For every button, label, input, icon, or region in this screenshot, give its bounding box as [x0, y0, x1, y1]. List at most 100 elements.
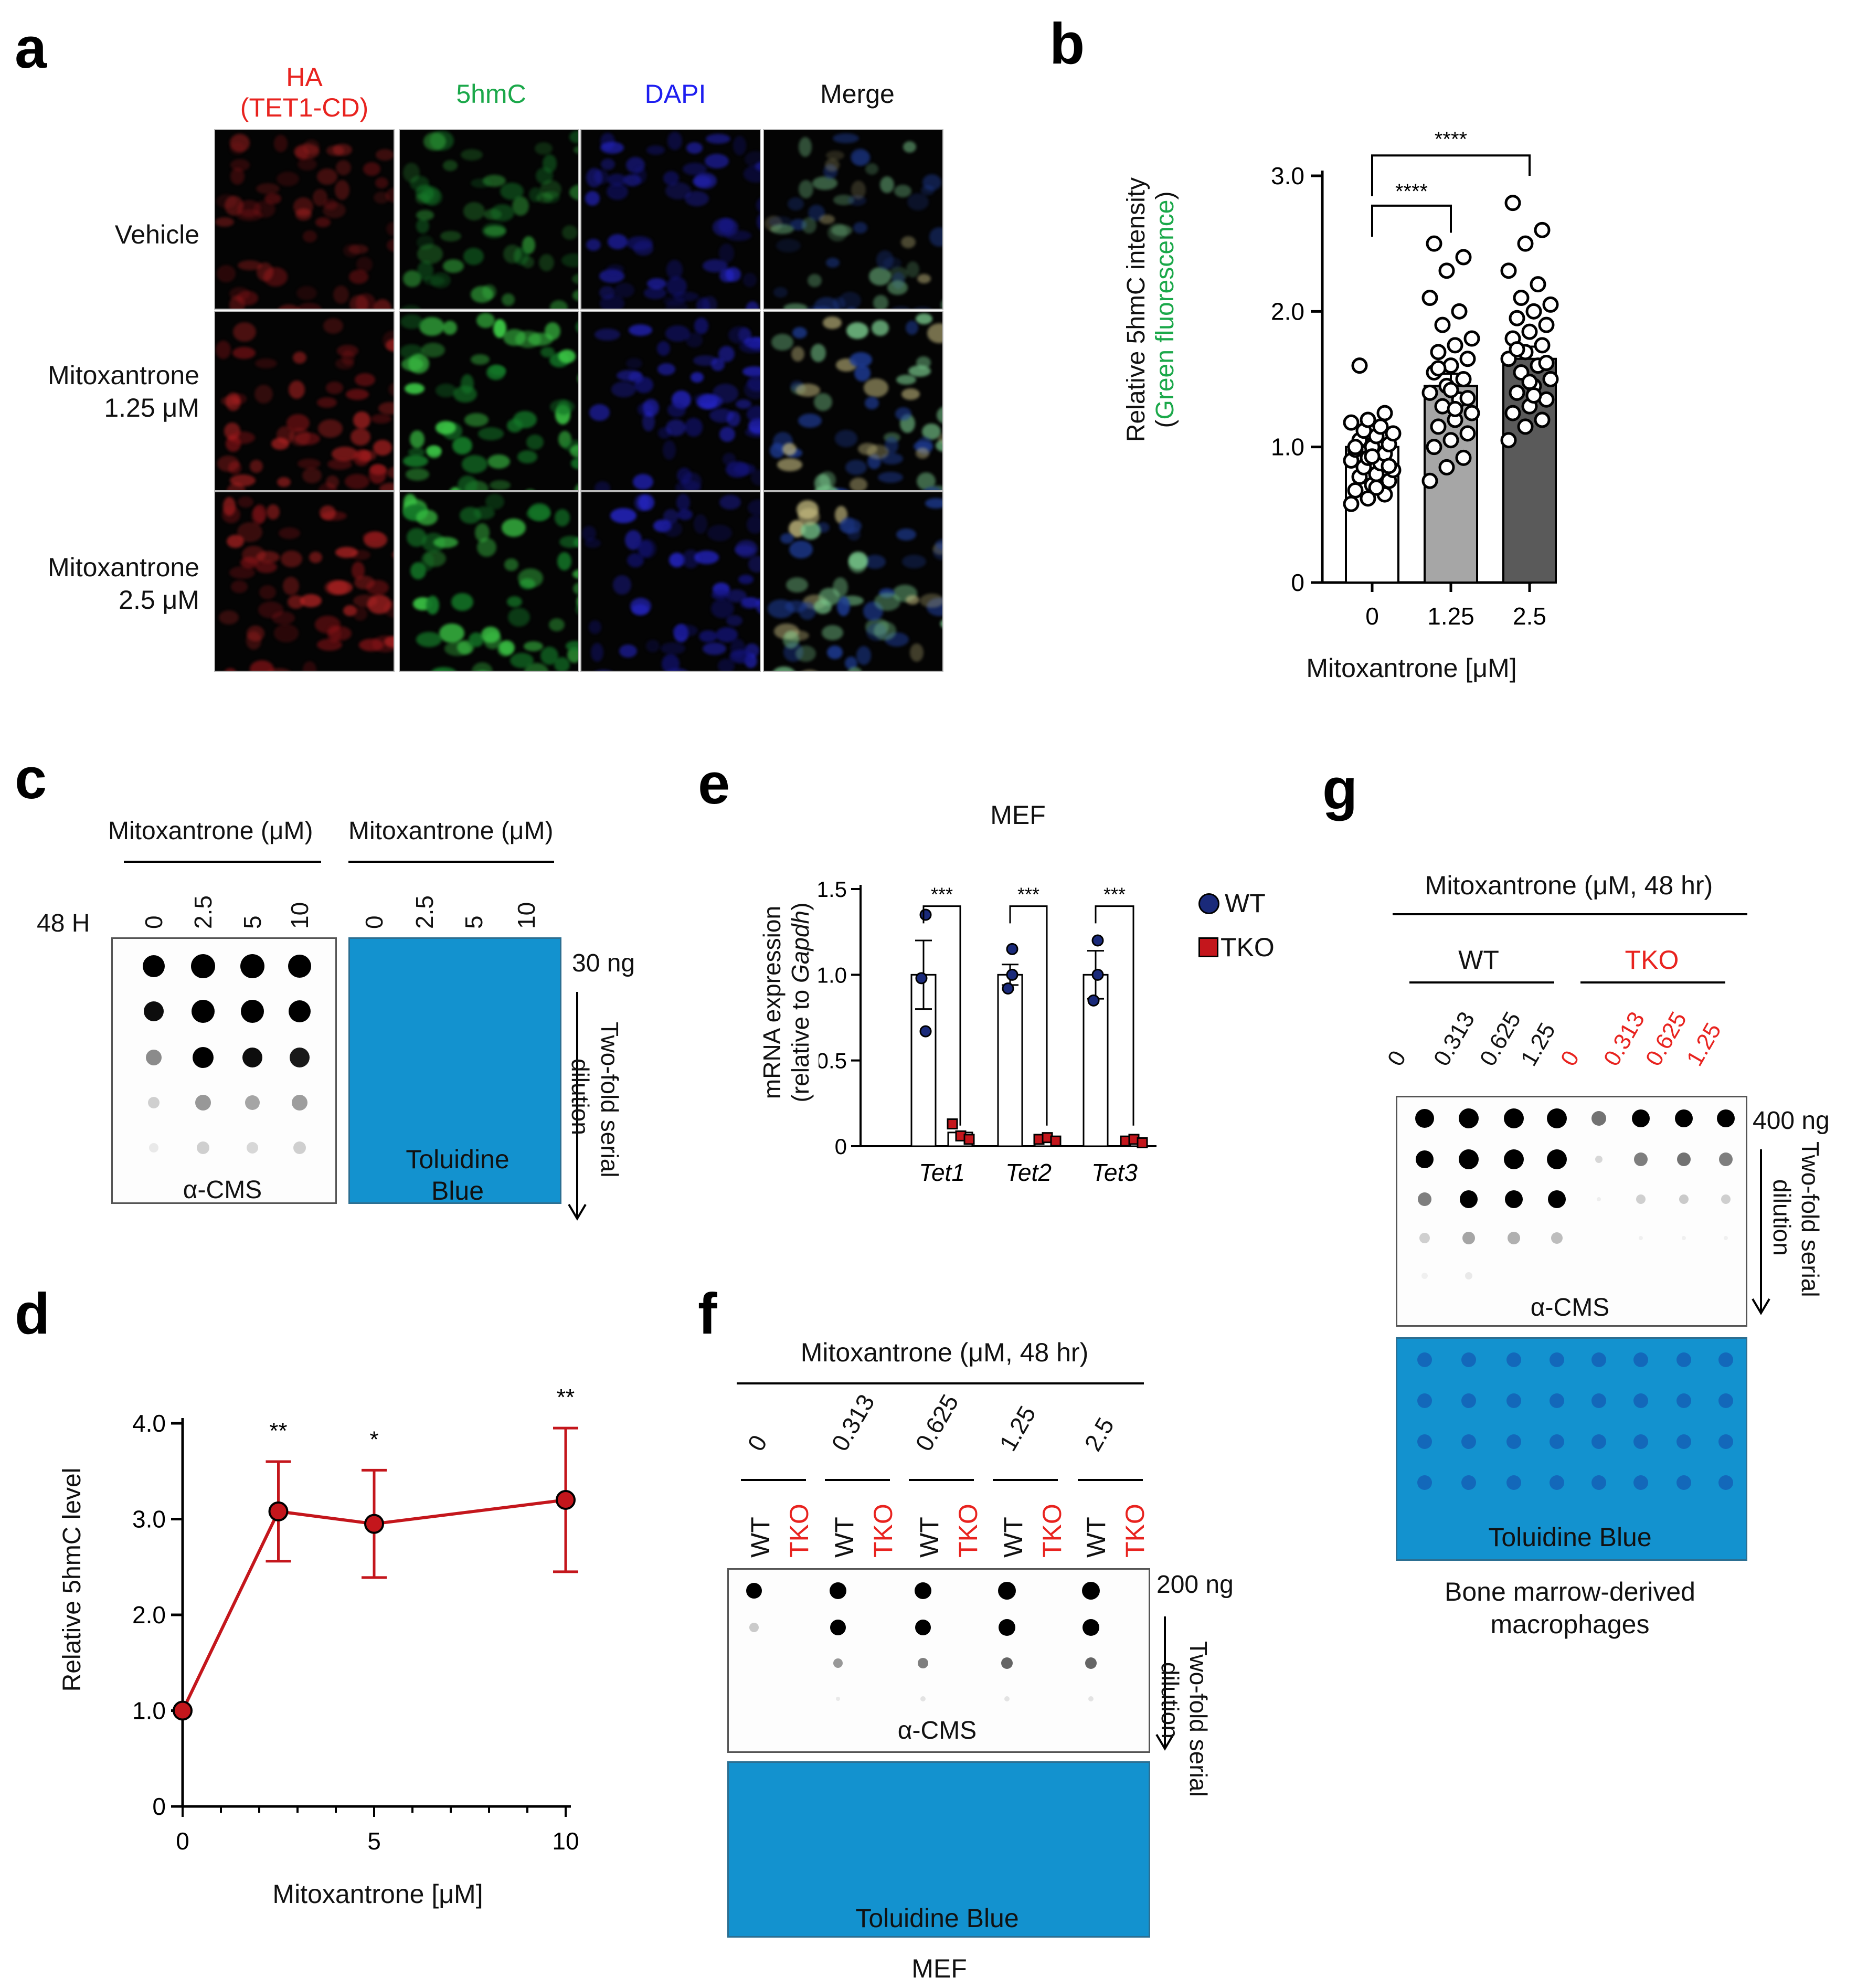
f-blot-dot — [918, 1658, 928, 1668]
cell-nucleus — [630, 598, 651, 615]
cell-nucleus — [277, 477, 291, 487]
b-point — [1347, 439, 1364, 456]
g-dose-label-wt: 0.625 — [1474, 1007, 1526, 1071]
cell-nucleus — [887, 280, 908, 295]
cell-nucleus — [634, 167, 646, 184]
c-dose-label: 10 — [286, 902, 313, 929]
cell-nucleus — [297, 303, 322, 309]
cell-nucleus — [747, 406, 760, 422]
cell-nucleus — [716, 627, 738, 642]
cell-nucleus — [463, 248, 484, 265]
cell-nucleus — [735, 545, 755, 555]
g-blot-dot — [1459, 1149, 1479, 1169]
cell-nucleus — [773, 287, 788, 298]
cell-nucleus — [693, 393, 717, 403]
cell-nucleus — [436, 384, 457, 397]
cell-nucleus — [582, 526, 596, 541]
cell-nucleus — [443, 259, 464, 273]
b-point — [1381, 458, 1397, 474]
c-amount: 30 ng — [572, 949, 635, 977]
micrograph-ha-row-1 — [214, 311, 395, 491]
cell-nucleus — [539, 254, 554, 271]
e-ylabel-2: (relative to Gapdh) — [786, 871, 814, 1134]
g-blot-dot — [1597, 1197, 1601, 1201]
b-point — [1442, 432, 1459, 449]
c-time: 48 H — [37, 910, 90, 937]
f-dose-underline — [825, 1479, 890, 1481]
c-blot-dot — [242, 1048, 262, 1067]
f-geno-tko: TKO — [1120, 1504, 1150, 1558]
row-label-mito-2: Mitoxantrone — [47, 553, 199, 582]
cell-nucleus — [726, 589, 747, 602]
cell-nucleus — [406, 468, 429, 481]
g-stain-dot — [1506, 1393, 1521, 1408]
cell-nucleus — [240, 557, 259, 568]
e-point-wt — [1006, 943, 1018, 955]
b-point — [1430, 344, 1447, 361]
g-stain-dot — [1591, 1434, 1606, 1449]
b-point — [1430, 360, 1447, 377]
cell-nucleus — [799, 137, 812, 157]
cell-nucleus — [323, 318, 343, 334]
g-blot-dot — [1547, 1149, 1567, 1169]
g-stain-dot — [1550, 1352, 1564, 1367]
cell-nucleus — [908, 365, 931, 377]
cell-nucleus — [822, 625, 843, 640]
cell-nucleus — [463, 202, 485, 220]
cell-nucleus — [646, 640, 660, 652]
cell-nucleus — [326, 475, 339, 489]
cell-nucleus — [746, 301, 759, 309]
g-blot-dot — [1415, 1109, 1434, 1128]
cell-nucleus — [711, 599, 734, 618]
b-point — [1517, 235, 1534, 252]
f-blot-dot — [833, 1658, 843, 1668]
c-blot-dot — [193, 1047, 214, 1068]
cell-nucleus — [353, 449, 370, 466]
c-dilution-arrow — [568, 992, 587, 1221]
cell-nucleus — [657, 341, 670, 356]
g-stain-dot — [1461, 1393, 1476, 1408]
cell-nucleus — [585, 191, 600, 206]
cell-nucleus — [696, 298, 710, 309]
cell-nucleus — [586, 239, 601, 251]
g-stain-dot — [1506, 1475, 1521, 1490]
cell-nucleus — [601, 158, 615, 170]
cell-nucleus — [421, 552, 434, 571]
cell-nucleus — [482, 223, 506, 239]
g-footer-1: Bone marrow-derived — [1445, 1577, 1695, 1606]
legend-wt-label: WT — [1225, 889, 1266, 918]
b-point — [1504, 195, 1521, 212]
cell-nucleus — [740, 599, 758, 609]
c-blot-label: α-CMS — [183, 1176, 262, 1204]
cell-nucleus — [665, 325, 690, 342]
cell-nucleus — [786, 577, 808, 593]
cell-nucleus — [410, 430, 425, 448]
cell-nucleus — [416, 218, 429, 234]
cell-nucleus — [798, 508, 820, 525]
cell-nucleus — [595, 481, 610, 490]
cell-nucleus — [535, 142, 553, 155]
cell-nucleus — [238, 260, 262, 270]
cell-nucleus — [589, 620, 601, 634]
cell-nucleus — [416, 210, 434, 220]
cell-nucleus — [853, 222, 867, 234]
c-stain-label-1: Toluidine — [406, 1145, 510, 1174]
cell-nucleus — [519, 578, 535, 589]
cell-nucleus — [263, 267, 288, 287]
g-blot-dot — [1418, 1192, 1431, 1206]
cell-nucleus — [559, 536, 578, 548]
cell-nucleus — [229, 431, 255, 444]
cell-nucleus — [937, 406, 942, 424]
c-dose-label: 5 — [460, 915, 487, 929]
b-point — [1447, 337, 1463, 354]
cell-nucleus — [825, 158, 840, 172]
cell-nucleus — [607, 183, 628, 200]
cell-nucleus — [874, 621, 896, 640]
cell-nucleus — [867, 454, 881, 469]
g-blot-dot — [1460, 1190, 1478, 1208]
cell-nucleus — [669, 553, 685, 567]
cell-nucleus — [812, 306, 834, 309]
cell-nucleus — [561, 253, 578, 267]
f-cms-blot — [727, 1568, 1150, 1753]
cell-nucleus — [639, 541, 653, 557]
